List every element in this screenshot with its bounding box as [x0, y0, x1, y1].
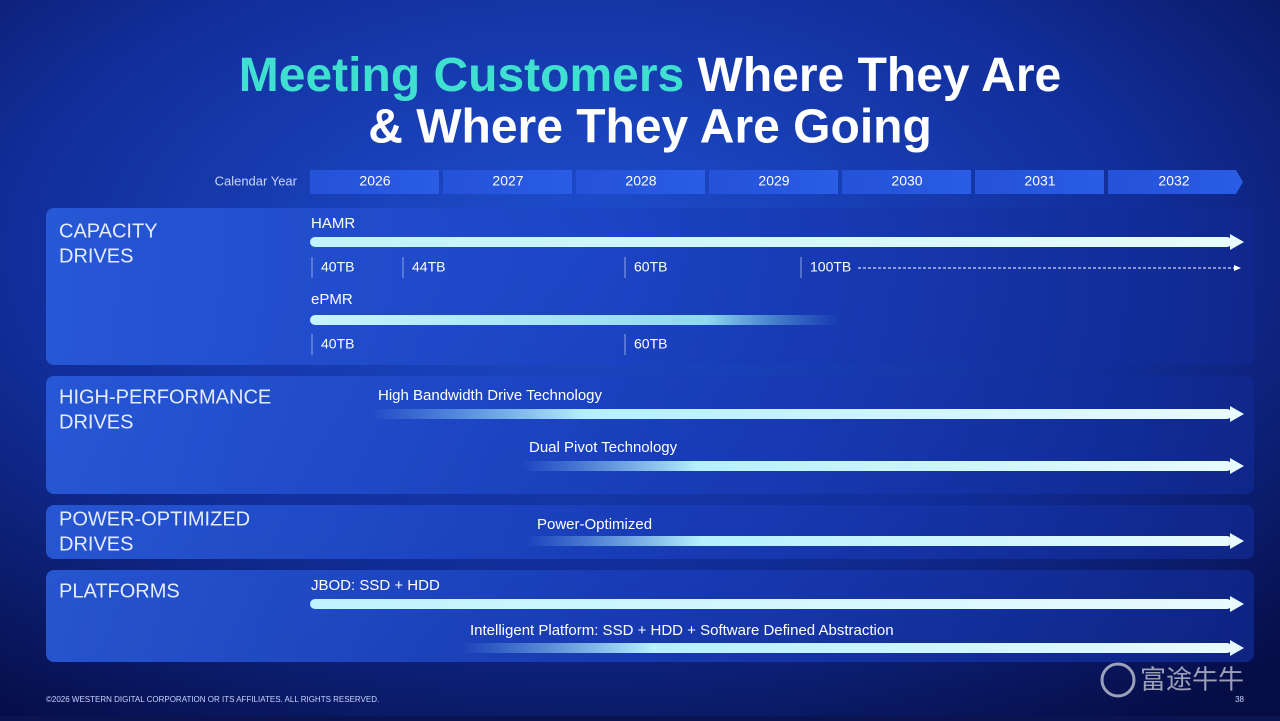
milestone-ticks	[311, 257, 802, 355]
arrow-head	[1230, 533, 1244, 549]
year: 2029	[758, 173, 789, 189]
arrow-head	[1230, 596, 1244, 612]
track-bar	[460, 643, 1232, 653]
title-line-1: Meeting Customers Where They Are	[239, 49, 1061, 102]
arrow-head	[1234, 265, 1241, 271]
year: 2026	[359, 173, 390, 189]
track-bar	[520, 461, 1232, 471]
arrow-head	[1230, 458, 1244, 474]
year-cell	[443, 170, 572, 194]
title-highlight: Meeting Customers	[239, 49, 684, 102]
track-bar	[310, 599, 1232, 609]
page-number: 38	[1235, 695, 1244, 704]
section-label: CAPACITY	[59, 220, 158, 242]
track-bar	[310, 315, 840, 325]
year-cell	[709, 170, 838, 194]
year-cell	[1108, 170, 1243, 194]
section-label: DRIVES	[59, 411, 133, 433]
track-bar	[370, 409, 1232, 419]
section-label: HIGH-PERFORMANCE	[59, 386, 271, 408]
track-name: Dual Pivot Technology	[529, 439, 678, 456]
milestone: 60TB	[634, 259, 667, 275]
copyright: ©2026 WESTERN DIGITAL CORPORATION OR ITS…	[46, 695, 379, 704]
track-name: JBOD: SSD + HDD	[311, 577, 440, 594]
track-bar	[310, 237, 1232, 247]
track-name: High Bandwidth Drive Technology	[378, 387, 603, 404]
arrow-head	[1230, 234, 1244, 250]
section-label: PLATFORMS	[59, 580, 180, 602]
arrow-head	[1230, 406, 1244, 422]
track-name: Intelligent Platform: SSD + HDD + Softwa…	[470, 622, 894, 639]
year: 2030	[891, 173, 922, 189]
year-header: 2026 2027 2028 2029 2030 2031 2032	[310, 170, 1243, 194]
milestone: 40TB	[321, 259, 354, 275]
section-panel	[46, 570, 1254, 662]
title-line-2: & Where They Are Going	[368, 101, 932, 154]
milestone: 100TB	[810, 259, 851, 275]
year: 2032	[1158, 173, 1189, 189]
section-label: DRIVES	[59, 245, 133, 267]
year-cell	[842, 170, 971, 194]
section-label: POWER-OPTIMIZED	[59, 508, 250, 530]
year: 2027	[492, 173, 523, 189]
milestone: 60TB	[634, 336, 667, 352]
timeline-label: Calendar Year	[215, 173, 298, 188]
milestone: 40TB	[321, 336, 354, 352]
section-label: DRIVES	[59, 533, 133, 555]
track-bar	[525, 536, 1232, 546]
arrow-head	[1230, 640, 1244, 656]
track-name: HAMR	[311, 215, 355, 232]
year: 2031	[1024, 173, 1055, 189]
year-cell	[576, 170, 705, 194]
year-cell	[975, 170, 1104, 194]
track-name: ePMR	[311, 291, 353, 308]
watermark-logo	[1100, 662, 1136, 698]
watermark: 富途牛牛	[1140, 666, 1244, 696]
year: 2028	[625, 173, 656, 189]
year-cell	[310, 170, 439, 194]
section-panel	[46, 208, 1254, 365]
title-rest: Where They Are	[698, 49, 1062, 102]
track-name: Power-Optimized	[537, 516, 652, 533]
milestone: 44TB	[412, 259, 445, 275]
